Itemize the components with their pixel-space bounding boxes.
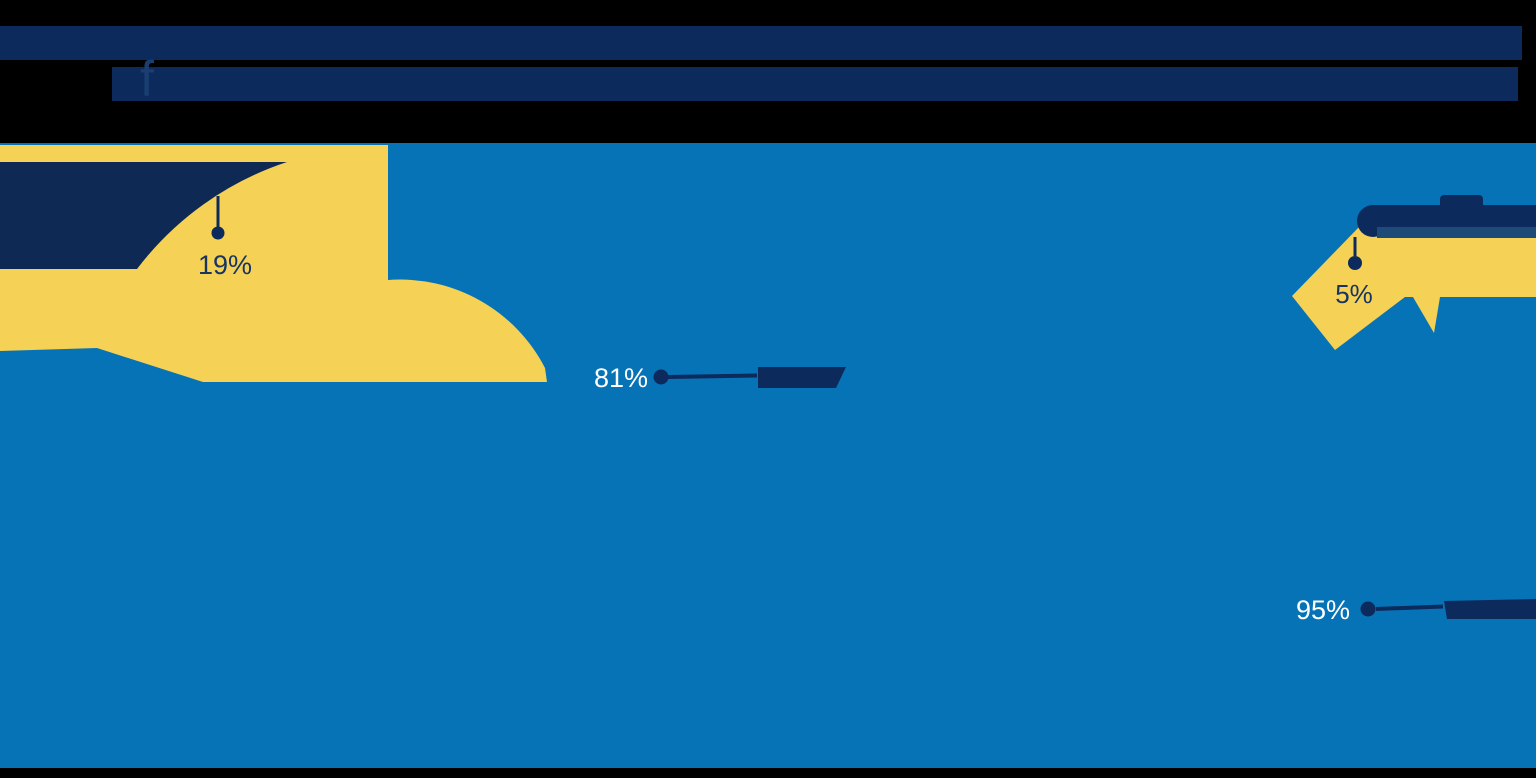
right-rest-callout-dot — [1360, 601, 1376, 617]
right-rest-callout-line — [1375, 604, 1444, 611]
left-rest-callout-line — [667, 373, 758, 379]
right-rest-percent-label: 95% — [1296, 595, 1350, 625]
redaction-bar-underline — [1377, 227, 1536, 238]
right-slice-redacted-label-bar — [1357, 195, 1536, 238]
right-pie-slice-fragment — [1413, 297, 1440, 333]
left-rest-percent-label: 81% — [594, 363, 648, 393]
left-rest-redacted-label-bar — [758, 367, 846, 388]
title-redacted-line-2 — [112, 67, 1518, 101]
left-slice-percent-label: 19% — [198, 250, 252, 280]
title-redacted-line-1 — [0, 26, 1522, 60]
right-rest-redacted-label-bar — [1444, 599, 1536, 619]
left-pie-shadow-wedge — [0, 162, 287, 269]
right-slice-percent-label: 5% — [1335, 279, 1373, 309]
left-slice-callout-dot — [211, 226, 225, 240]
redaction-bar-ascender — [1440, 195, 1483, 227]
right-slice-callout-dot — [1348, 256, 1362, 270]
title-letter-f-fragment: f — [140, 51, 154, 107]
left-rest-callout-dot — [653, 369, 669, 385]
